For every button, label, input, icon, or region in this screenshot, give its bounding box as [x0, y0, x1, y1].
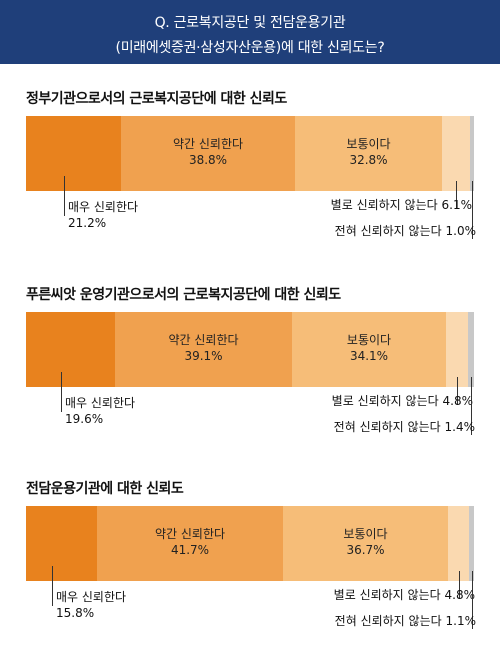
callout-category: 전혀 신뢰하지 않는다	[334, 614, 442, 628]
callout-not-much-trust: 별로 신뢰하지 않는다 4.8%	[334, 587, 475, 603]
callout-very-trust: 매우 신뢰한다 15.8%	[56, 589, 126, 621]
bar-segment-somewhat-trust: 약간 신뢰한다 38.8%	[121, 116, 295, 191]
bar-segment-very-trust	[26, 506, 97, 581]
question-header: Q. 근로복지공단 및 전담운용기관 (미래에셋증권·삼성자산운용)에 대한 신…	[0, 0, 500, 64]
callout-category: 전혀 신뢰하지 않는다	[334, 224, 442, 238]
callout-value: 19.6%	[65, 412, 104, 426]
bar-segment-not-much-trust	[448, 506, 469, 581]
chart-title: 정부기관으로서의 근로복지공단에 대한 신뢰도	[26, 91, 287, 107]
chart-title: 푸른씨앗 운영기관으로서의 근로복지공단에 대한 신뢰도	[26, 287, 341, 303]
callout-line-no-trust	[471, 377, 472, 435]
callout-very-trust: 매우 신뢰한다 19.6%	[65, 395, 135, 427]
callout-no-trust: 전혀 신뢰하지 않는다 1.0%	[335, 223, 476, 239]
bar-segment-neutral: 보통이다 34.1%	[292, 312, 446, 387]
bar-segment-somewhat-trust: 약간 신뢰한다 39.1%	[115, 312, 292, 387]
callout-line-not-much-trust	[457, 377, 458, 405]
segment-category-label: 보통이다	[343, 527, 388, 541]
segment-category-label: 약간 신뢰한다	[168, 333, 239, 347]
segment-category-label: 약간 신뢰한다	[154, 527, 226, 541]
stacked-bar: 약간 신뢰한다 38.8% 보통이다 32.8%	[26, 116, 474, 191]
callout-line-not-much-trust	[459, 571, 460, 599]
callout-category: 매우 신뢰한다	[68, 200, 139, 214]
segment-label: 보통이다 32.8%	[295, 136, 442, 168]
callout-category: 별로 신뢰하지 않는다	[331, 394, 439, 408]
callout-category: 별로 신뢰하지 않는다	[333, 588, 441, 602]
segment-value-label: 39.1%	[184, 349, 223, 363]
callout-line-no-trust	[472, 181, 473, 239]
bar-segment-no-trust	[468, 312, 474, 387]
bar-segment-not-much-trust	[442, 116, 470, 191]
callout-category: 매우 신뢰한다	[56, 590, 127, 604]
chart-title: 전담운용기관에 대한 신뢰도	[26, 481, 184, 497]
segment-category-label: 약간 신뢰한다	[172, 137, 244, 151]
bar-segment-somewhat-trust: 약간 신뢰한다 41.7%	[97, 506, 283, 581]
callout-line-not-much-trust	[456, 181, 457, 209]
segment-value-label: 32.8%	[349, 153, 388, 167]
segment-category-label: 보통이다	[346, 137, 391, 151]
callout-category: 매우 신뢰한다	[65, 396, 136, 410]
callout-value: 21.2%	[68, 216, 107, 230]
callout-value: 4.8%	[442, 394, 474, 408]
callout-line-very-trust	[64, 176, 65, 216]
segment-label: 보통이다 36.7%	[283, 526, 448, 558]
bar-segment-not-much-trust	[446, 312, 468, 387]
callout-value: 1.1%	[445, 614, 477, 628]
segment-label: 약간 신뢰한다 41.7%	[97, 526, 283, 558]
segment-value-label: 38.8%	[188, 153, 228, 167]
callout-no-trust: 전혀 신뢰하지 않는다 1.4%	[334, 419, 475, 435]
segment-value-label: 36.7%	[346, 543, 385, 557]
callout-no-trust: 전혀 신뢰하지 않는다 1.1%	[335, 613, 476, 629]
callout-value: 6.1%	[441, 198, 473, 212]
segment-category-label: 보통이다	[346, 333, 392, 347]
bar-segment-no-trust	[470, 116, 474, 191]
callout-not-much-trust: 별로 신뢰하지 않는다 6.1%	[331, 197, 472, 213]
segment-label: 약간 신뢰한다 38.8%	[121, 136, 295, 168]
callout-category: 별로 신뢰하지 않는다	[330, 198, 438, 212]
bar-segment-neutral: 보통이다 36.7%	[283, 506, 448, 581]
callout-value: 4.8%	[444, 588, 476, 602]
stacked-bar: 약간 신뢰한다 39.1% 보통이다 34.1%	[26, 312, 474, 387]
callout-not-much-trust: 별로 신뢰하지 않는다 4.8%	[332, 393, 473, 409]
question-line-2: (미래에셋증권·삼성자산운용)에 대한 신뢰도는?	[115, 40, 385, 56]
callout-category: 전혀 신뢰하지 않는다	[333, 420, 441, 434]
question-line-1: Q. 근로복지공단 및 전담운용기관	[154, 15, 346, 31]
stacked-bar: 약간 신뢰한다 41.7% 보통이다 36.7%	[26, 506, 474, 581]
callout-value: 1.4%	[444, 420, 476, 434]
callout-very-trust: 매우 신뢰한다 21.2%	[68, 199, 138, 231]
segment-value-label: 34.1%	[349, 349, 389, 363]
callout-line-very-trust	[61, 372, 62, 412]
bar-segment-very-trust	[26, 116, 121, 191]
bar-segment-very-trust	[26, 312, 115, 387]
callout-value: 15.8%	[56, 606, 95, 620]
callout-line-no-trust	[472, 571, 473, 629]
segment-value-label: 41.7%	[170, 543, 210, 557]
bar-segment-neutral: 보통이다 32.8%	[295, 116, 442, 191]
segment-label: 보통이다 34.1%	[292, 332, 446, 364]
callout-value: 1.0%	[445, 224, 477, 238]
segment-label: 약간 신뢰한다 39.1%	[115, 332, 292, 364]
callout-line-very-trust	[52, 566, 53, 606]
bar-segment-no-trust	[469, 506, 474, 581]
